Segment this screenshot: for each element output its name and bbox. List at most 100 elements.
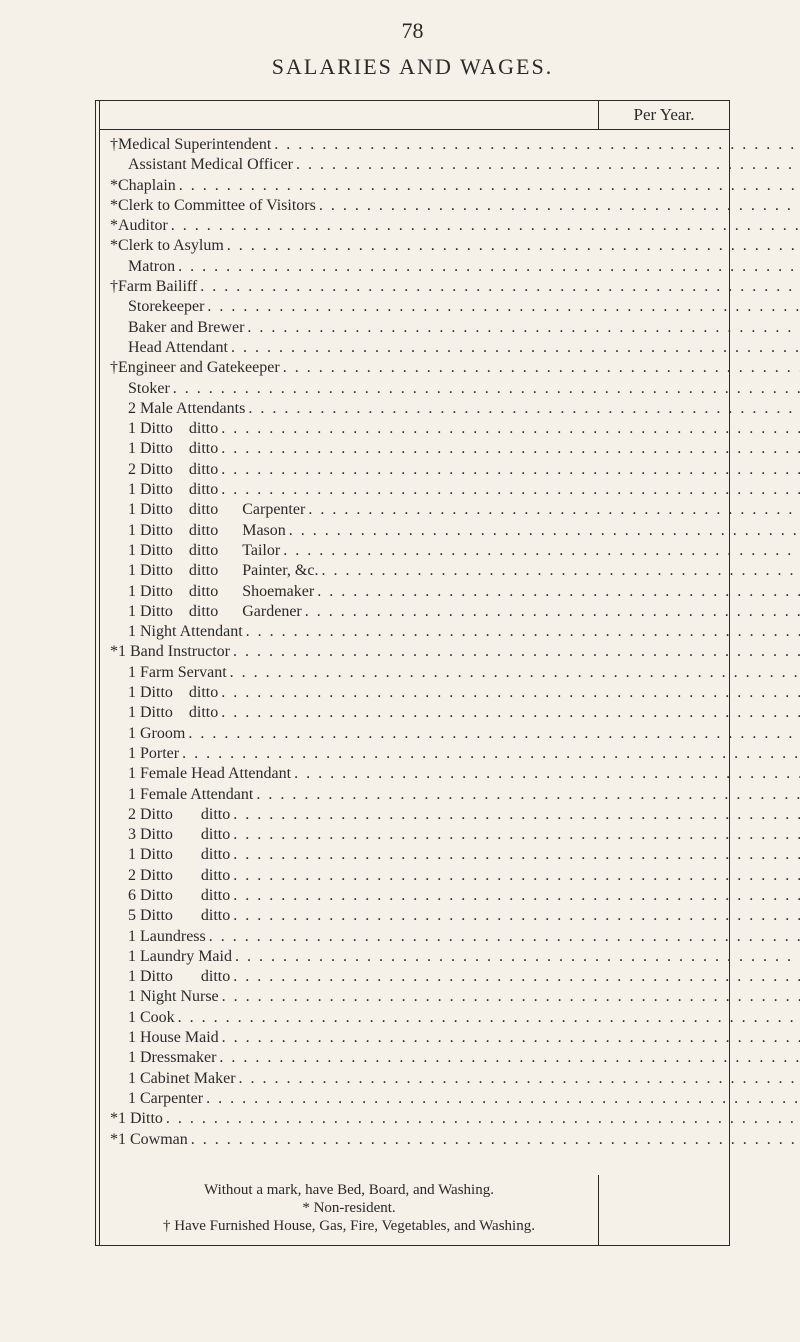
leader-dots: . . . . . . . . . . . . . . . . . . . . … — [314, 582, 800, 602]
role-label: 3 Ditto ditto — [128, 825, 230, 845]
table-row: 1 Groom. . . . . . . . . . . . . . . . .… — [110, 724, 800, 744]
page-title: SALARIES AND WAGES. — [95, 54, 730, 80]
leader-dots: . . . . . . . . . . . . . . . . . . . . … — [230, 906, 800, 926]
role-label: 2 Ditto ditto — [128, 805, 230, 825]
leader-dots: . . . . . . . . . . . . . . . . . . . . … — [236, 1069, 800, 1089]
table-row: 1 Ditto ditto Tailor. . . . . . . . . . … — [110, 541, 800, 561]
table-row: 2 Male Attendants. . . . . . . . . . . .… — [110, 399, 800, 419]
leader-dots: . . . . . . . . . . . . . . . . . . . . … — [253, 785, 800, 805]
table-row: 1 Ditto ditto Mason. . . . . . . . . . .… — [110, 521, 800, 541]
table-row: 2 Ditto ditto. . . . . . . . . . . . . .… — [110, 460, 800, 480]
role-label: 2 Male Attendants — [128, 399, 245, 419]
role-label: 1 Female Head Attendant — [128, 764, 291, 784]
table-row: Baker and Brewer. . . . . . . . . . . . … — [110, 318, 800, 338]
leader-dots: . . . . . . . . . . . . . . . . . . . . … — [218, 419, 800, 439]
table-row: 1 Laundry Maid. . . . . . . . . . . . . … — [110, 947, 800, 967]
role-label: 1 Ditto ditto Shoemaker — [128, 582, 314, 602]
role-label: Matron — [128, 257, 175, 277]
leader-dots: . . . . . . . . . . . . . . . . . . . . … — [185, 724, 800, 744]
table-row: 1 House Maid. . . . . . . . . . . . . . … — [110, 1028, 800, 1048]
role-label: 1 Ditto ditto Mason — [128, 521, 286, 541]
table-row: 1 Ditto ditto. . . . . . . . . . . . . .… — [110, 845, 800, 865]
table-row: 1 Ditto ditto Carpenter. . . . . . . . .… — [110, 500, 800, 520]
table-row: 1 Female Attendant. . . . . . . . . . . … — [110, 785, 800, 805]
table-row: *1 Band Instructor. . . . . . . . . . . … — [110, 642, 800, 662]
leader-dots: . . . . . . . . . . . . . . . . . . . . … — [163, 1109, 800, 1129]
leader-dots: . . . . . . . . . . . . . . . . . . . . … — [219, 987, 800, 1007]
leader-dots: . . . . . . . . . . . . . . . . . . . . … — [168, 216, 800, 236]
table-header-row: Per Year. — [100, 101, 729, 130]
table-row: *Clerk to Asylum. . . . . . . . . . . . … — [110, 236, 800, 256]
role-label: 1 Carpenter — [128, 1089, 203, 1109]
leader-dots: . . . . . . . . . . . . . . . . . . . . … — [280, 541, 800, 561]
role-label: Baker and Brewer — [128, 318, 244, 338]
table-row: 1 Ditto ditto Shoemaker. . . . . . . . .… — [110, 582, 800, 602]
role-label: *Auditor — [110, 216, 168, 236]
table-row: 1 Ditto ditto. . . . . . . . . . . . . .… — [110, 439, 800, 459]
role-label: 5 Ditto ditto — [128, 906, 230, 926]
role-label: 1 Ditto ditto Carpenter — [128, 500, 305, 520]
leader-dots: . . . . . . . . . . . . . . . . . . . . … — [245, 399, 800, 419]
leader-dots: . . . . . . . . . . . . . . . . . . . . … — [244, 318, 800, 338]
page-number: 78 — [95, 18, 730, 44]
footnotes-block: Without a mark, have Bed, Board, and Was… — [100, 1175, 599, 1245]
leader-dots: . . . . . . . . . . . . . . . . . . . . … — [175, 257, 800, 277]
table-row: 1 Dressmaker. . . . . . . . . . . . . . … — [110, 1048, 800, 1068]
leader-dots: . . . . . . . . . . . . . . . . . . . . … — [232, 947, 800, 967]
role-label: †Medical Superintendent — [110, 135, 271, 155]
table-row: 1 Ditto ditto. . . . . . . . . . . . . .… — [110, 703, 800, 723]
leader-dots: . . . . . . . . . . . . . . . . . . . . … — [291, 764, 800, 784]
leader-dots: . . . . . . . . . . . . . . . . . . . . … — [286, 521, 800, 541]
role-label: *Clerk to Committee of Visitors — [110, 196, 316, 216]
role-label: 1 Night Nurse — [128, 987, 219, 1007]
footnote-line: Without a mark, have Bed, Board, and Was… — [110, 1181, 588, 1199]
role-label: 1 House Maid — [128, 1028, 219, 1048]
leader-dots: . . . . . . . . . . . . . . . . . . . . … — [318, 561, 800, 581]
leader-dots: . . . . . . . . . . . . . . . . . . . . … — [230, 886, 800, 906]
leader-dots: . . . . . . . . . . . . . . . . . . . . … — [227, 663, 800, 683]
role-label: 1 Ditto ditto — [128, 967, 230, 987]
table-row: †Medical Superintendent. . . . . . . . .… — [110, 135, 800, 155]
role-label: 1 Cook — [128, 1008, 175, 1028]
role-label: 1 Dressmaker — [128, 1048, 216, 1068]
leader-dots: . . . . . . . . . . . . . . . . . . . . … — [230, 845, 800, 865]
role-label: 1 Female Attendant — [128, 785, 253, 805]
role-label: Stoker — [128, 379, 170, 399]
leader-dots: . . . . . . . . . . . . . . . . . . . . … — [293, 155, 800, 175]
leader-dots: . . . . . . . . . . . . . . . . . . . . … — [218, 703, 800, 723]
leader-dots: . . . . . . . . . . . . . . . . . . . . … — [271, 135, 800, 155]
role-label: †Farm Bailiff — [110, 277, 197, 297]
role-label: 2 Ditto ditto — [128, 866, 230, 886]
table-row: 2 Ditto ditto. . . . . . . . . . . . . .… — [110, 866, 800, 886]
leader-dots: . . . . . . . . . . . . . . . . . . . . … — [243, 622, 800, 642]
leader-dots: . . . . . . . . . . . . . . . . . . . . … — [179, 744, 800, 764]
table-row: 1 Porter. . . . . . . . . . . . . . . . … — [110, 744, 800, 764]
table-row: 6 Ditto ditto. . . . . . . . . . . . . .… — [110, 886, 800, 906]
table-row: *Chaplain. . . . . . . . . . . . . . . .… — [110, 176, 800, 196]
role-label: 1 Ditto ditto Gardener — [128, 602, 302, 622]
leader-dots: . . . . . . . . . . . . . . . . . . . . … — [170, 379, 800, 399]
leader-dots: . . . . . . . . . . . . . . . . . . . . … — [218, 683, 800, 703]
table-row: 1 Ditto ditto Painter, &c.. . . . . . . … — [110, 561, 800, 581]
role-label: 2 Ditto ditto — [128, 460, 218, 480]
table-row: 1 Ditto ditto. . . . . . . . . . . . . .… — [110, 683, 800, 703]
leader-dots: . . . . . . . . . . . . . . . . . . . . … — [224, 236, 800, 256]
footnote-line: † Have Furnished House, Gas, Fire, Veget… — [110, 1217, 588, 1235]
table-row: Storekeeper. . . . . . . . . . . . . . .… — [110, 297, 800, 317]
leader-dots: . . . . . . . . . . . . . . . . . . . . … — [230, 825, 800, 845]
role-label: 1 Cabinet Maker — [128, 1069, 236, 1089]
salary-table: Per Year. †Medical Superintendent. . . .… — [95, 100, 730, 1246]
table-row: Matron. . . . . . . . . . . . . . . . . … — [110, 257, 800, 277]
role-label: 1 Farm Servant — [128, 663, 227, 683]
leader-dots: . . . . . . . . . . . . . . . . . . . . … — [218, 480, 800, 500]
table-row: Stoker. . . . . . . . . . . . . . . . . … — [110, 379, 800, 399]
leader-dots: . . . . . . . . . . . . . . . . . . . . … — [204, 297, 800, 317]
table-row: †Farm Bailiff. . . . . . . . . . . . . .… — [110, 277, 800, 297]
table-inner: Per Year. †Medical Superintendent. . . .… — [99, 101, 729, 1245]
table-row: *1 Ditto. . . . . . . . . . . . . . . . … — [110, 1109, 800, 1129]
table-row: 1 Farm Servant. . . . . . . . . . . . . … — [110, 663, 800, 683]
role-label: *1 Cowman — [110, 1130, 188, 1150]
role-label: 1 Ditto ditto — [128, 419, 218, 439]
table-row: *Clerk to Committee of Visitors. . . . .… — [110, 196, 800, 216]
role-label: 1 Laundry Maid — [128, 947, 232, 967]
